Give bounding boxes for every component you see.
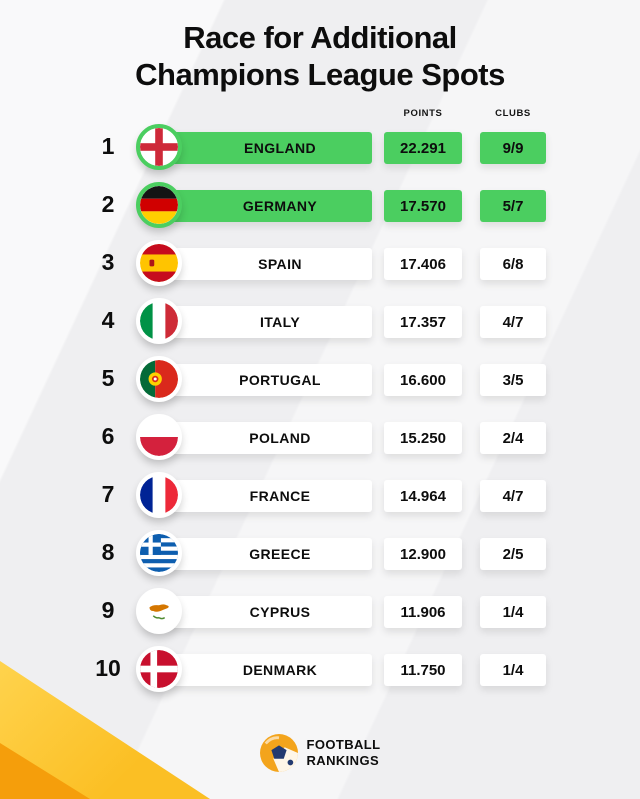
football-rankings-logo-icon <box>259 734 298 772</box>
clubs-value: 6/8 <box>480 248 546 280</box>
page-title-line2: Champions League Spots <box>135 56 505 92</box>
rank-label: 10 <box>95 655 121 681</box>
clubs-value: 4/7 <box>480 306 546 338</box>
table-row: 1 ENGLAND 22.291 9/9 <box>0 119 640 177</box>
country-name: GREECE <box>249 546 311 562</box>
clubs-value: 9/9 <box>480 132 546 164</box>
country-name: PORTUGAL <box>239 372 321 388</box>
points-value: 17.406 <box>384 248 462 280</box>
clubs-value: 4/7 <box>480 480 546 512</box>
table-row: 4 ITALY 17.357 4/7 <box>0 293 640 351</box>
rank-label: 6 <box>101 423 115 449</box>
points-value: 11.750 <box>384 654 462 686</box>
country-name: FRANCE <box>249 488 311 504</box>
clubs-value: 2/4 <box>480 422 546 454</box>
country-name: POLAND <box>249 430 311 446</box>
flag-italy-icon <box>136 298 182 344</box>
page-title: Race for Additional Champions League Spot… <box>0 20 640 93</box>
clubs-column-header: CLUBS <box>495 108 531 119</box>
table-row: 3 SPAIN 17.406 6/8 <box>0 235 640 293</box>
flag-poland-icon <box>136 414 182 460</box>
clubs-value: 2/5 <box>480 538 546 570</box>
rank-label: 5 <box>101 365 115 391</box>
flag-portugal-icon <box>136 356 182 402</box>
country-name: SPAIN <box>258 256 302 272</box>
brand-text: FOOTBALL RANKINGS <box>307 737 381 770</box>
rank-label: 9 <box>101 597 115 623</box>
country-name: CYPRUS <box>249 604 311 620</box>
points-value: 17.570 <box>384 190 462 222</box>
country-name: GERMANY <box>242 198 318 214</box>
flag-germany-icon <box>136 182 182 228</box>
rank-label: 4 <box>101 307 115 333</box>
clubs-value: 3/5 <box>480 364 546 396</box>
brand-line1: FOOTBALL <box>306 736 381 752</box>
flag-france-icon <box>136 472 182 518</box>
points-value: 17.357 <box>384 306 462 338</box>
rank-label: 8 <box>101 539 115 565</box>
country-name: ITALY <box>259 314 301 330</box>
flag-spain-icon <box>136 240 182 286</box>
flag-denmark-icon <box>136 646 182 692</box>
flag-cyprus-icon <box>136 588 182 634</box>
country-name: DENMARK <box>242 662 318 678</box>
clubs-value: 1/4 <box>480 654 546 686</box>
brand-line2: RANKINGS <box>306 753 380 768</box>
table-row: 6 POLAND 15.250 2/4 <box>0 409 640 467</box>
table-row: 8 GREECE 12.900 2/5 <box>0 525 640 583</box>
clubs-value: 5/7 <box>480 190 546 222</box>
points-value: 12.900 <box>384 538 462 570</box>
page-title-line1: Race for Additional <box>183 20 457 55</box>
flag-england-icon <box>136 124 182 170</box>
points-value: 11.906 <box>384 596 462 628</box>
brand-footer: FOOTBALL RANKINGS <box>0 728 640 778</box>
rank-label: 1 <box>101 133 115 159</box>
points-value: 16.600 <box>384 364 462 396</box>
points-value: 14.964 <box>384 480 462 512</box>
table-row: 10 DENMARK 11.750 1/4 <box>0 641 640 699</box>
table-row: 7 FRANCE 14.964 4/7 <box>0 467 640 525</box>
points-column-header: POINTS <box>403 108 443 119</box>
points-value: 15.250 <box>384 422 462 454</box>
rank-label: 3 <box>101 249 115 275</box>
table-row: 2 GERMANY 17.570 5/7 <box>0 177 640 235</box>
table-row: 5 PORTUGAL 16.600 3/5 <box>0 351 640 409</box>
rank-label: 2 <box>101 191 115 217</box>
rank-label: 7 <box>101 481 115 507</box>
ranking-table: 1 ENGLAND 22.291 9/9 2 GERMANY 17.570 5/… <box>0 119 640 699</box>
table-row: 9 CYPRUS 11.906 1/4 <box>0 583 640 641</box>
column-headers: POINTS CLUBS <box>0 108 640 122</box>
clubs-value: 1/4 <box>480 596 546 628</box>
country-name: ENGLAND <box>243 140 317 156</box>
points-value: 22.291 <box>384 132 462 164</box>
flag-greece-icon <box>136 530 182 576</box>
